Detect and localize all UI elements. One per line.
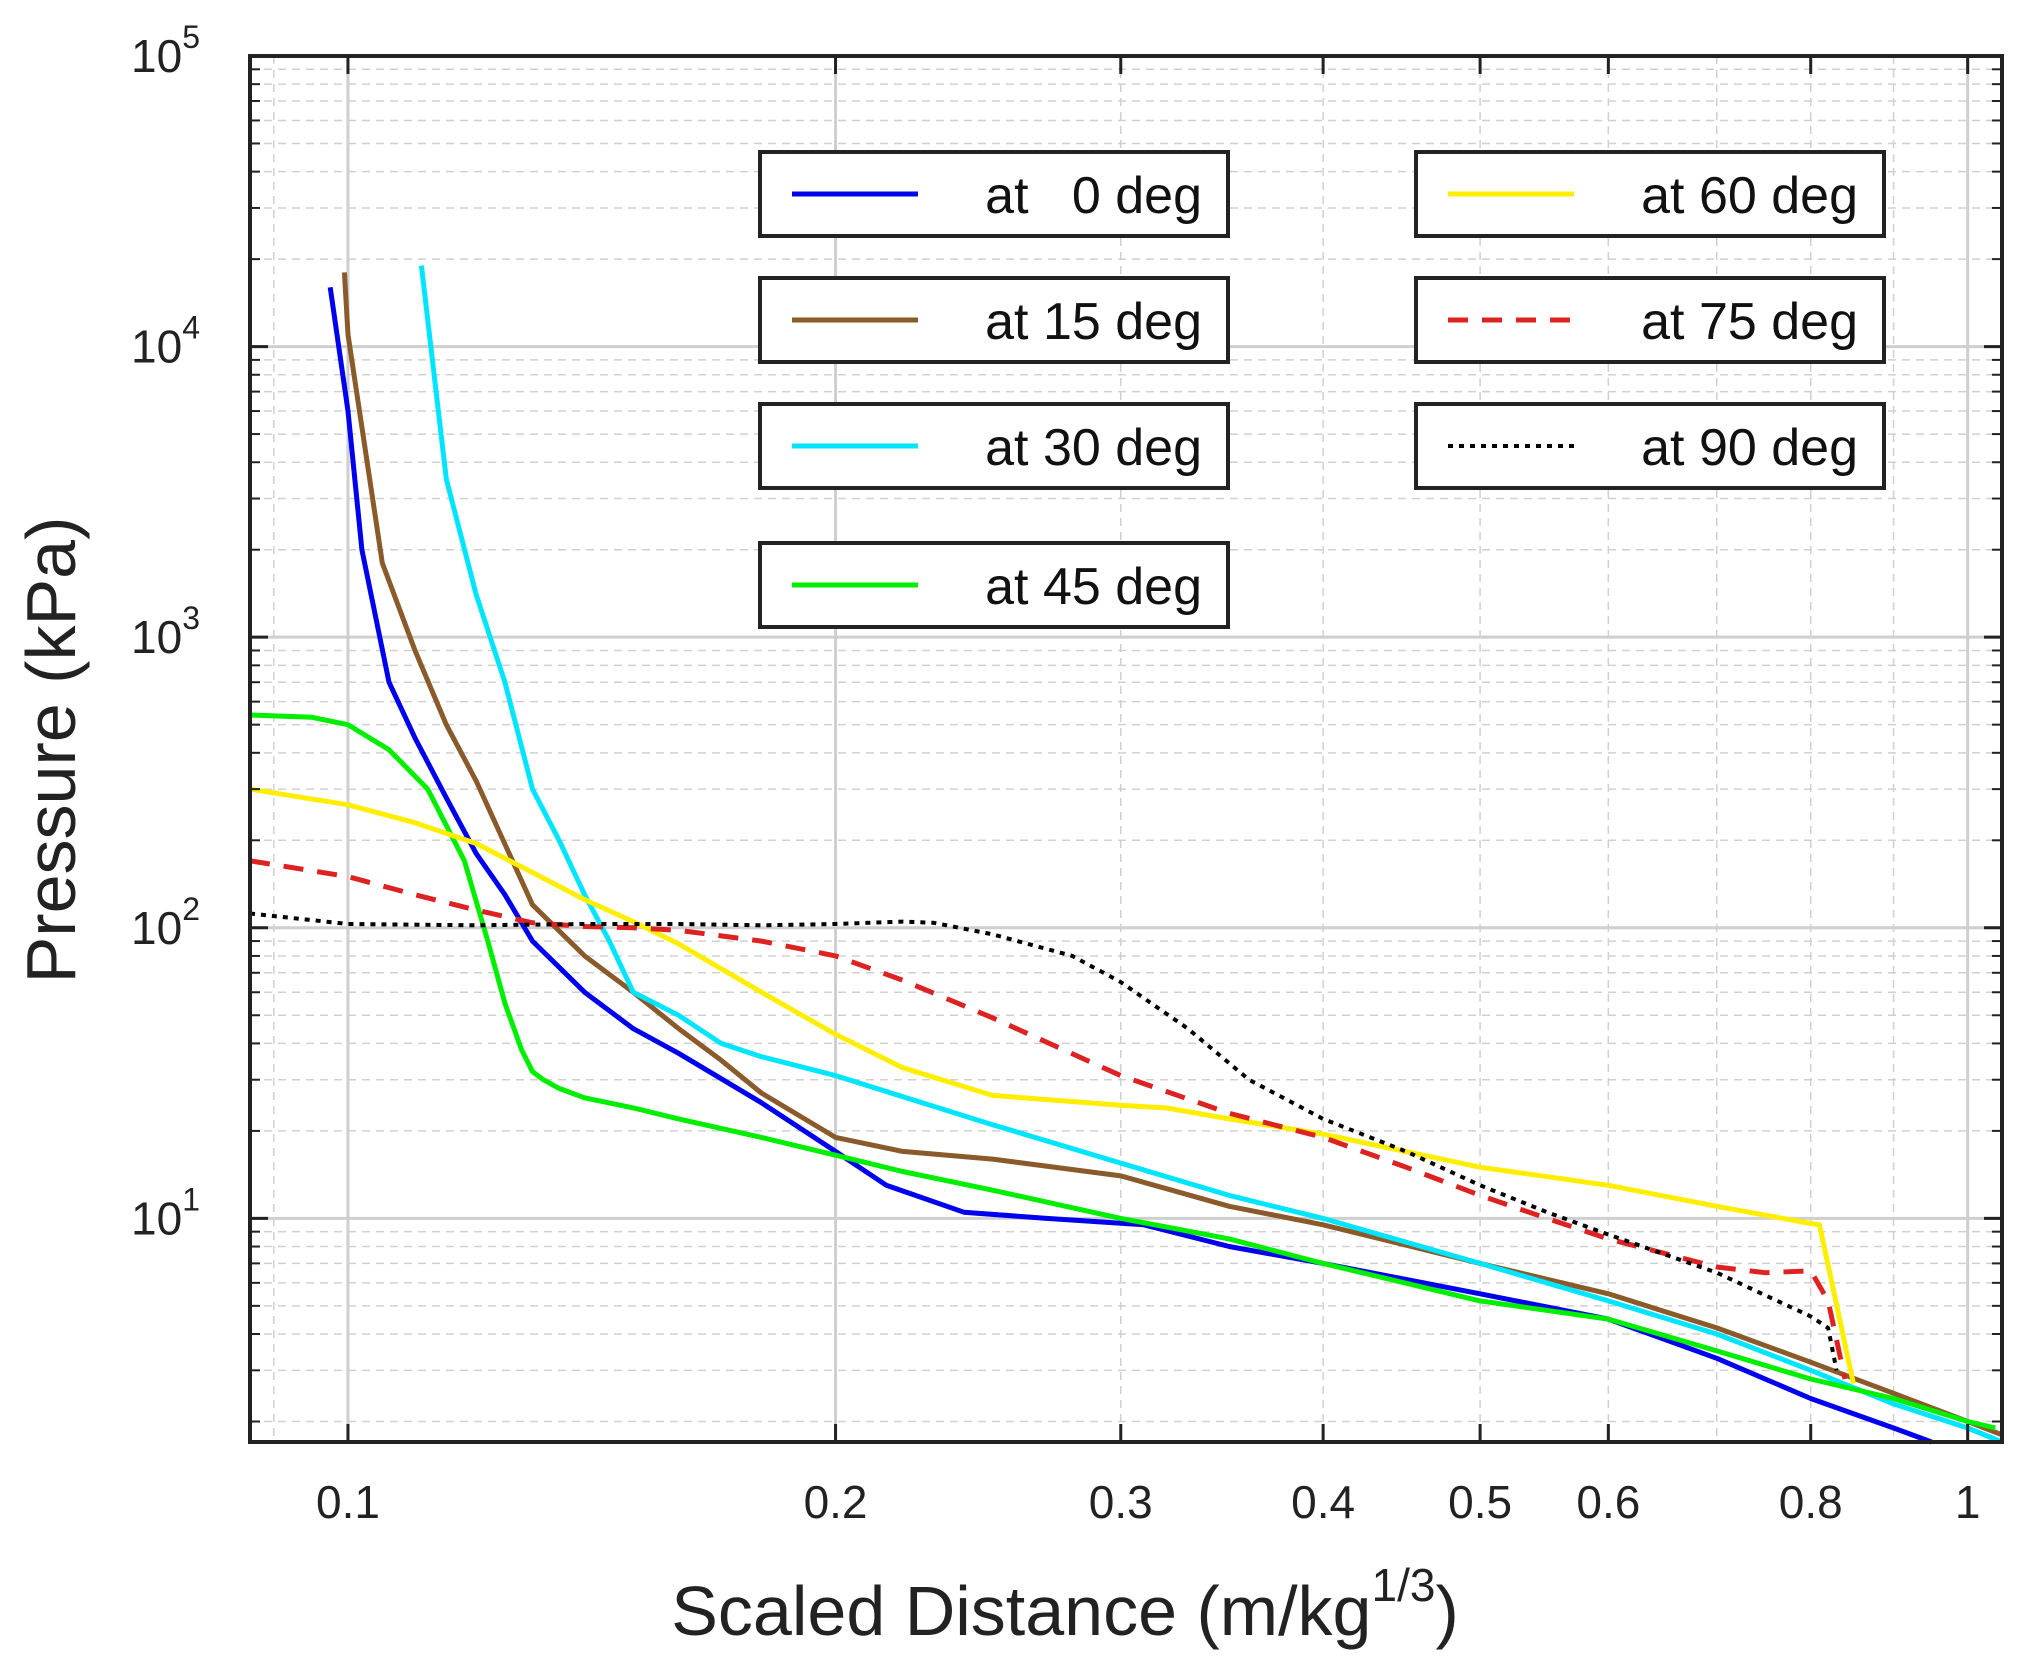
x-tick-label: 0.3 xyxy=(1089,1476,1153,1528)
legend-label: at 15 deg xyxy=(985,293,1202,351)
y-tick-label-base: 10 xyxy=(131,1192,182,1244)
y-tick-label-base: 10 xyxy=(131,321,182,373)
legend-entry-6: at 90 deg xyxy=(1414,402,1886,490)
y-axis-label: Pressure (kPa) xyxy=(12,517,90,984)
y-tick-label-base: 10 xyxy=(131,902,182,954)
x-tick-label: 0.4 xyxy=(1291,1476,1355,1528)
y-tick-label: 105 xyxy=(131,19,200,82)
y-tick-label: 103 xyxy=(131,600,200,663)
legend-entry-1: at 15 deg xyxy=(758,276,1230,364)
legend-label: at 90 deg xyxy=(1641,419,1858,477)
x-axis-label-end: ) xyxy=(1435,1572,1458,1650)
series-line-6 xyxy=(249,911,1839,1371)
y-tick-label: 104 xyxy=(131,310,200,373)
legend-label: at 30 deg xyxy=(985,419,1202,477)
y-tick-label: 102 xyxy=(131,891,200,954)
series-line-2 xyxy=(418,265,2003,1445)
legend-entry-2: at 30 deg xyxy=(758,402,1230,490)
series-line-4 xyxy=(249,786,1856,1385)
legend-label: at 0 deg xyxy=(985,167,1202,225)
legend: at 0 deg at 15 deg at 30 deg at 45 deg at 60… xyxy=(758,150,1886,629)
x-tick-label: 0.5 xyxy=(1448,1476,1512,1528)
series-line-1 xyxy=(341,272,2003,1438)
legend-entry-4: at 60 deg xyxy=(1414,150,1886,238)
y-tick-label-exponent: 5 xyxy=(182,19,200,55)
y-tick-label-exponent: 2 xyxy=(182,891,200,927)
x-axis-label: Scaled Distance (m/kg1/3) xyxy=(671,1559,1459,1650)
x-tick-label: 0.1 xyxy=(316,1476,380,1528)
x-axis-label-main: Scaled Distance (m/kg xyxy=(671,1572,1371,1650)
legend-entry-0: at 0 deg xyxy=(758,150,1230,238)
grid-minor xyxy=(250,56,2002,1442)
y-tick-label: 101 xyxy=(131,1181,200,1244)
y-tick-label-exponent: 1 xyxy=(182,1181,200,1217)
x-tick-label: 0.2 xyxy=(804,1476,868,1528)
y-tick-label-base: 10 xyxy=(131,30,182,82)
x-axis-label-exponent: 1/3 xyxy=(1372,1559,1436,1611)
legend-label: at 75 deg xyxy=(1641,293,1858,351)
plot-area xyxy=(250,56,2002,1442)
y-tick-label-exponent: 3 xyxy=(182,600,200,636)
x-tick-label: 0.8 xyxy=(1779,1476,1843,1528)
y-tick-label-exponent: 4 xyxy=(182,310,200,346)
x-tick-label: 1 xyxy=(1955,1476,1981,1528)
series-layer xyxy=(249,265,2003,1445)
legend-entry-5: at 75 deg xyxy=(1414,276,1886,364)
legend-label: at 60 deg xyxy=(1641,167,1858,225)
axes-frame xyxy=(248,54,2004,1444)
series-line-5 xyxy=(249,858,1848,1380)
legend-entry-3: at 45 deg xyxy=(758,541,1230,629)
x-tick-label: 0.6 xyxy=(1576,1476,1640,1528)
legend-label: at 45 deg xyxy=(985,558,1202,616)
y-tick-label-base: 10 xyxy=(131,611,182,663)
